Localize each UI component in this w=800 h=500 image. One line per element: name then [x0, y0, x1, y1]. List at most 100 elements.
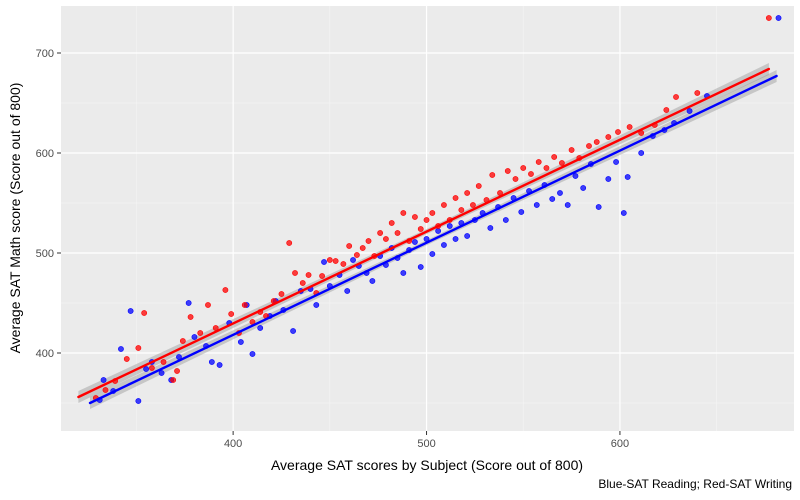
red-data-point: [400, 210, 407, 216]
blue-data-point: [446, 223, 453, 229]
red-data-point: [551, 154, 558, 160]
red-data-point: [765, 15, 772, 21]
red-data-point: [123, 356, 130, 362]
blue-data-point: [185, 300, 192, 306]
y-tick-label: 500: [36, 248, 54, 260]
blue-data-point: [595, 204, 602, 210]
blue-data-point: [135, 398, 142, 404]
blue-data-point: [127, 308, 134, 314]
red-data-point: [489, 172, 496, 178]
red-data-point: [626, 124, 633, 130]
red-data-point: [286, 240, 293, 246]
red-data-point: [441, 202, 447, 208]
red-data-point: [535, 159, 542, 165]
chart-caption: Blue-SAT Reading; Red-SAT Writing: [598, 477, 792, 491]
red-data-point: [388, 220, 395, 226]
red-data-point: [593, 139, 600, 145]
red-data-point: [694, 90, 701, 96]
red-data-point: [520, 165, 527, 171]
red-data-point: [586, 143, 592, 149]
trend-lines: [77, 67, 778, 405]
blue-data-point: [237, 339, 244, 345]
blue-data-point: [518, 209, 525, 215]
red-trend-line: [77, 67, 771, 399]
red-data-point: [412, 214, 418, 220]
red-data-point: [423, 217, 430, 223]
blue-data-point: [100, 377, 107, 383]
blue-data-point: [429, 251, 436, 257]
blue-data-point: [549, 196, 556, 202]
blue-data-point: [249, 351, 256, 357]
red-data-point: [179, 338, 186, 344]
red-data-point: [326, 257, 333, 263]
x-axis-title: Average SAT scores by Subject (Score out…: [271, 457, 583, 473]
blue-data-point: [605, 176, 612, 182]
x-tick-label: 400: [224, 438, 242, 450]
y-tick-label: 700: [36, 48, 54, 60]
red-data-point: [615, 129, 621, 135]
blue-data-point: [686, 108, 693, 114]
blue-data-point: [158, 370, 165, 376]
blue-data-point: [216, 362, 223, 368]
red-data-point: [135, 345, 142, 351]
red-data-point: [452, 195, 459, 201]
x-tick-label: 600: [611, 438, 629, 450]
blue-data-point: [572, 173, 579, 179]
red-data-point: [319, 273, 325, 279]
red-data-point: [365, 238, 372, 244]
red-data-point: [470, 202, 476, 208]
red-data-point: [292, 270, 298, 276]
blue-data-point: [313, 302, 320, 308]
blue-data-point: [441, 242, 447, 248]
red-data-point: [377, 230, 384, 236]
blue-data-point: [557, 190, 563, 196]
blue-data-point: [400, 270, 407, 276]
red-data-point: [417, 226, 424, 232]
red-data-point: [359, 245, 366, 251]
blue-data-point: [638, 150, 645, 156]
red-data-point: [102, 387, 109, 393]
blue-data-point: [257, 325, 264, 331]
red-data-point: [383, 236, 389, 242]
red-data-point: [673, 94, 679, 100]
blue-data-point: [487, 225, 494, 231]
blue-data-point: [435, 228, 442, 234]
blue-data-point: [502, 217, 509, 223]
blue-data-point: [143, 366, 149, 372]
blue-data-point: [417, 264, 424, 270]
red-data-point: [394, 230, 401, 236]
blue-data-point: [369, 278, 376, 284]
blue-data-point: [464, 233, 471, 239]
blue-data-point: [613, 159, 619, 165]
red-data-point: [197, 330, 204, 336]
y-tick-label: 600: [36, 148, 54, 160]
blue-data-point: [580, 185, 587, 191]
x-tick-label: 500: [417, 438, 435, 450]
blue-data-point: [191, 334, 198, 340]
red-data-point: [605, 134, 612, 140]
red-data-point: [429, 210, 436, 216]
red-data-point: [148, 365, 155, 371]
blue-data-point: [452, 236, 459, 242]
y-tick-label: 400: [36, 348, 54, 360]
blue-data-point: [321, 259, 327, 265]
red-data-point: [543, 165, 550, 171]
blue-data-point: [290, 328, 296, 334]
blue-data-point: [350, 257, 356, 263]
blue-trend-line: [88, 74, 778, 405]
red-data-point: [475, 183, 482, 189]
red-data-point: [228, 311, 235, 317]
blue-data-point: [775, 15, 782, 21]
red-data-point: [205, 302, 211, 308]
red-data-point: [512, 176, 519, 182]
red-data-point: [528, 171, 534, 177]
red-data-point: [568, 147, 575, 153]
red-data-point: [241, 302, 248, 308]
red-data-point: [354, 252, 360, 258]
red-data-point: [559, 160, 565, 166]
red-data-point: [504, 168, 511, 174]
red-data-point: [340, 261, 347, 267]
red-data-point: [174, 368, 180, 374]
blue-data-point: [564, 202, 571, 208]
